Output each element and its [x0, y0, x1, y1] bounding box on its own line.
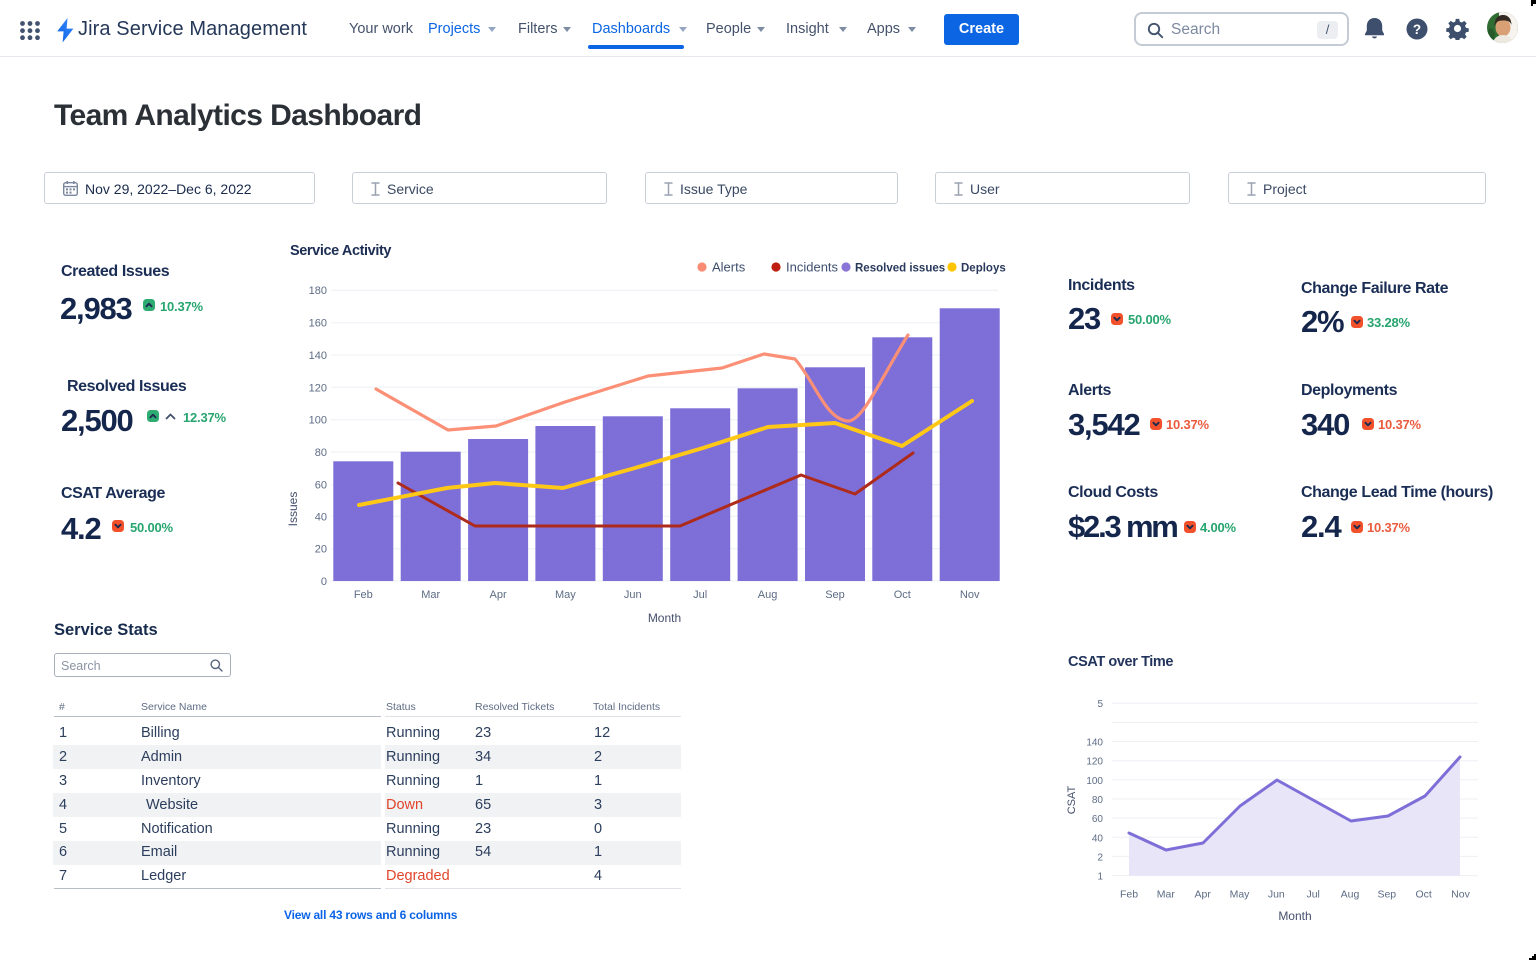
svg-text:Feb: Feb	[354, 589, 373, 601]
svg-text:100: 100	[309, 415, 327, 427]
svg-text:120: 120	[1086, 757, 1103, 768]
svg-text:40: 40	[1092, 833, 1104, 844]
svg-text:180: 180	[309, 285, 327, 297]
svg-text:5: 5	[1097, 699, 1103, 710]
svg-text:Jun: Jun	[624, 589, 642, 601]
svg-text:May: May	[1230, 889, 1251, 901]
svg-text:Incidents: Incidents	[786, 260, 839, 275]
svg-text:Apr: Apr	[490, 589, 507, 601]
svg-text:Aug: Aug	[758, 589, 778, 601]
svg-text:Aug: Aug	[1341, 889, 1360, 901]
svg-text:60: 60	[315, 480, 327, 492]
svg-text:120: 120	[309, 382, 327, 394]
svg-text:20: 20	[315, 544, 327, 556]
svg-text:Service Activity: Service Activity	[290, 243, 391, 259]
svg-text:Feb: Feb	[1120, 889, 1138, 901]
svg-text:Sep: Sep	[1377, 889, 1396, 901]
svg-text:Oct: Oct	[894, 589, 911, 601]
svg-text:80: 80	[315, 447, 327, 459]
svg-text:Resolved issues: Resolved issues	[855, 263, 945, 275]
svg-text:160: 160	[309, 318, 327, 330]
svg-text:Jun: Jun	[1268, 889, 1285, 901]
svg-text:1: 1	[1097, 872, 1103, 883]
svg-text:Mar: Mar	[421, 589, 440, 601]
svg-text:Month: Month	[1278, 909, 1311, 923]
svg-text:Mar: Mar	[1157, 889, 1176, 901]
svg-text:?: ?	[1413, 22, 1421, 37]
svg-text:40: 40	[315, 511, 327, 523]
svg-text:Apr: Apr	[1195, 889, 1212, 901]
svg-text:Nov: Nov	[960, 589, 980, 601]
svg-text:140: 140	[309, 350, 327, 362]
svg-text:Nov: Nov	[1451, 889, 1470, 901]
svg-text:Alerts: Alerts	[712, 260, 746, 275]
svg-text:Deploys: Deploys	[961, 263, 1006, 275]
svg-text:Sep: Sep	[825, 589, 845, 601]
svg-text:CSAT over Time: CSAT over Time	[1068, 654, 1173, 670]
svg-text:Month: Month	[648, 611, 681, 625]
svg-text:2: 2	[1097, 852, 1103, 863]
svg-text:Oct: Oct	[1416, 889, 1432, 901]
svg-text:Jul: Jul	[1306, 889, 1319, 901]
svg-text:60: 60	[1092, 814, 1104, 825]
svg-text:Issues: Issues	[286, 492, 300, 527]
svg-text:100: 100	[1086, 776, 1103, 787]
svg-text:Jul: Jul	[693, 589, 707, 601]
svg-text:CSAT: CSAT	[1066, 785, 1078, 814]
svg-text:May: May	[555, 589, 576, 601]
svg-text:0: 0	[321, 576, 327, 588]
svg-text:140: 140	[1086, 738, 1103, 749]
svg-text:80: 80	[1092, 795, 1104, 806]
